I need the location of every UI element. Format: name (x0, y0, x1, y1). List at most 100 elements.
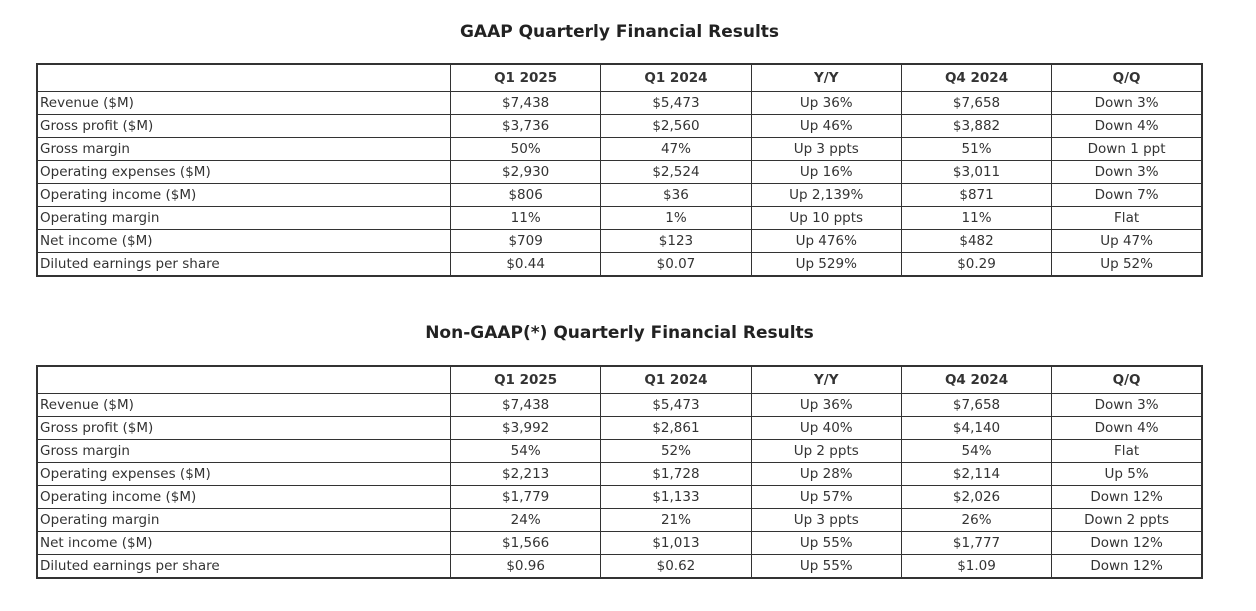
cell-value: Up 36% (750, 91, 902, 115)
table-row: Gross margin 54% 52% Up 2 ppts 54% Flat (36, 439, 1203, 463)
column-header: Q/Q (1051, 365, 1203, 394)
cell-value: $5,473 (600, 393, 752, 417)
column-header: Y/Y (750, 63, 902, 92)
table-row: Revenue ($M) $7,438 $5,473 Up 36% $7,658 Down… (36, 91, 1203, 115)
cell-value: Up 36% (750, 393, 902, 417)
cell-value: $36 (600, 183, 752, 207)
cell-value: $3,736 (449, 114, 602, 138)
non-gaap-results-section: Non-GAAP(*) Quarterly Financial Results … (36, 277, 1203, 579)
cell-value: Up 2,139% (750, 183, 902, 207)
cell-value: Down 3% (1051, 91, 1203, 115)
cell-value: $2,861 (600, 416, 752, 440)
non-gaap-table-title: Non-GAAP(*) Quarterly Financial Results (425, 323, 814, 343)
cell-value: 26% (900, 508, 1053, 532)
cell-value: $4,140 (900, 416, 1053, 440)
cell-value: 24% (449, 508, 602, 532)
cell-value: 52% (600, 439, 752, 463)
table-row: Net income ($M) $709 $123 Up 476% $482 Up 47% (36, 229, 1203, 253)
table-row: Net income ($M) $1,566 $1,013 Up 55% $1,777 D… (36, 531, 1203, 555)
column-header: Q1 2025 (449, 365, 602, 394)
cell-value: $1,133 (600, 485, 752, 509)
table-row: Diluted earnings per share $0.44 $0.07 Up 5… (36, 252, 1203, 277)
column-header: Q1 2024 (600, 365, 752, 394)
cell-value: Up 529% (750, 252, 902, 277)
cell-value: $2,213 (449, 462, 602, 486)
cell-value: $123 (600, 229, 752, 253)
cell-value: Down 2 ppts (1051, 508, 1203, 532)
cell-value: $482 (900, 229, 1053, 253)
cell-value: $2,930 (449, 160, 602, 184)
cell-value: $2,524 (600, 160, 752, 184)
cell-value: Down 7% (1051, 183, 1203, 207)
cell-value: Up 16% (750, 160, 902, 184)
cell-value: Down 12% (1051, 554, 1203, 579)
cell-value: $7,658 (900, 393, 1053, 417)
cell-value: $2,026 (900, 485, 1053, 509)
cell-value: $2,114 (900, 462, 1053, 486)
cell-value: Down 3% (1051, 393, 1203, 417)
cell-value: Down 3% (1051, 160, 1203, 184)
cell-value: $3,992 (449, 416, 602, 440)
row-label: Operating expenses ($M) (36, 462, 451, 486)
cell-value: $1,779 (449, 485, 602, 509)
table-row: Operating margin 11% 1% Up 10 ppts 11% Flat (36, 206, 1203, 230)
cell-value: Down 1 ppt (1051, 137, 1203, 161)
cell-value: $5,473 (600, 91, 752, 115)
cell-value: $0.29 (900, 252, 1053, 277)
cell-value: Up 2 ppts (750, 439, 902, 463)
row-label: Operating expenses ($M) (36, 160, 451, 184)
cell-value: Up 52% (1051, 252, 1203, 277)
cell-value: $709 (449, 229, 602, 253)
cell-value: $0.07 (600, 252, 752, 277)
cell-value: Up 10 ppts (750, 206, 902, 230)
row-label: Revenue ($M) (36, 393, 451, 417)
cell-value: $7,438 (449, 393, 602, 417)
cell-value: 47% (600, 137, 752, 161)
row-label-column-header (36, 63, 451, 92)
cell-value: Down 12% (1051, 485, 1203, 509)
cell-value: Up 46% (750, 114, 902, 138)
column-header: Q1 2024 (600, 63, 752, 92)
cell-value: $1,728 (600, 462, 752, 486)
table-row: Gross profit ($M) $3,992 $2,861 Up 40% $4,14… (36, 416, 1203, 440)
row-label: Gross profit ($M) (36, 114, 451, 138)
row-label: Net income ($M) (36, 531, 451, 555)
cell-value: $0.62 (600, 554, 752, 579)
row-label: Operating margin (36, 508, 451, 532)
cell-value: Up 3 ppts (750, 508, 902, 532)
table-row: Operating income ($M) $1,779 $1,133 Up 57% $… (36, 485, 1203, 509)
cell-value: $2,560 (600, 114, 752, 138)
table-row: Gross profit ($M) $3,736 $2,560 Up 46% $3,88… (36, 114, 1203, 138)
row-label: Operating income ($M) (36, 183, 451, 207)
cell-value: Flat (1051, 439, 1203, 463)
row-label: Operating margin (36, 206, 451, 230)
column-header: Q4 2024 (900, 63, 1053, 92)
table-row: Gross margin 50% 47% Up 3 ppts 51% Down 1 ppt (36, 137, 1203, 161)
column-header: Q1 2025 (449, 63, 602, 92)
column-header: Q4 2024 (900, 365, 1053, 394)
cell-value: $806 (449, 183, 602, 207)
row-label: Gross margin (36, 137, 451, 161)
cell-value: $1.09 (900, 554, 1053, 579)
column-header: Y/Y (750, 365, 902, 394)
cell-value: $0.44 (449, 252, 602, 277)
cell-value: Down 12% (1051, 531, 1203, 555)
header-row: Q1 2025 Q1 2024 Y/Y Q4 2024 Q/Q (36, 63, 1203, 92)
cell-value: $871 (900, 183, 1053, 207)
row-label: Revenue ($M) (36, 91, 451, 115)
cell-value: Down 4% (1051, 416, 1203, 440)
cell-value: $1,013 (600, 531, 752, 555)
cell-value: 54% (449, 439, 602, 463)
cell-value: Up 476% (750, 229, 902, 253)
cell-value: 21% (600, 508, 752, 532)
cell-value: 51% (900, 137, 1053, 161)
table-row: Operating expenses ($M) $2,213 $1,728 Up 28… (36, 462, 1203, 486)
cell-value: Up 47% (1051, 229, 1203, 253)
cell-value: $3,882 (900, 114, 1053, 138)
row-label: Gross profit ($M) (36, 416, 451, 440)
table-row: Diluted earnings per share $0.96 $0.62 Up 5… (36, 554, 1203, 579)
row-label: Diluted earnings per share (36, 252, 451, 277)
cell-value: $7,658 (900, 91, 1053, 115)
cell-value: $1,566 (449, 531, 602, 555)
cell-value: 1% (600, 206, 752, 230)
